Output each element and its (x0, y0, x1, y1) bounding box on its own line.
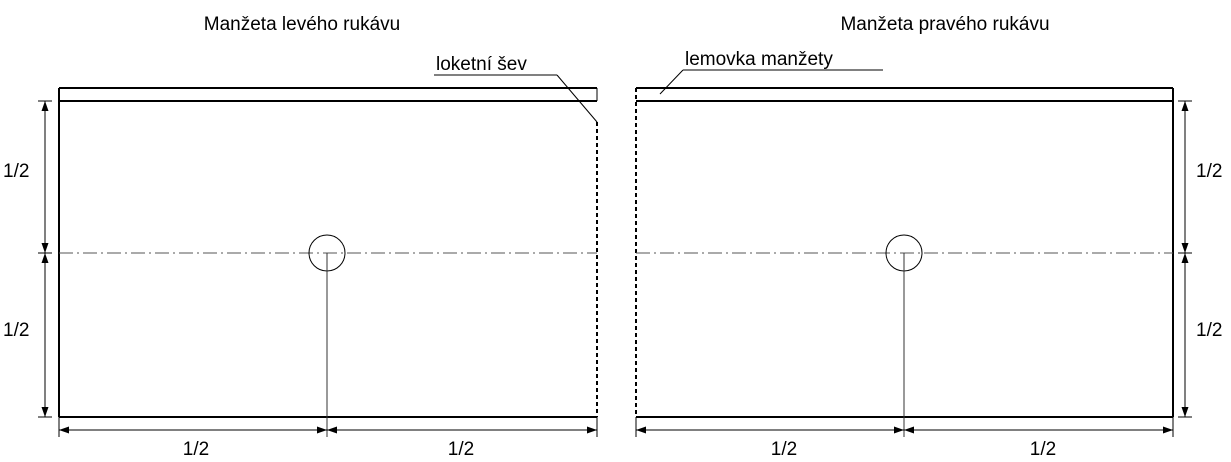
right-hdim-right-label: 1/2 (1030, 439, 1056, 460)
left-cuff: Manžeta levého rukávu loketní šev 1/2 1/… (3, 14, 598, 460)
left-callout-label: loketní šev (436, 54, 527, 75)
right-cuff-title: Manžeta pravého rukávu (840, 14, 1049, 35)
left-callout-leader (556, 74, 598, 123)
left-hdim-right-label: 1/2 (448, 439, 474, 460)
right-hdim-left-label: 1/2 (771, 439, 797, 460)
left-dim-upper-label: 1/2 (3, 161, 29, 182)
right-callout-leader (659, 69, 684, 95)
left-hdim-left-label: 1/2 (183, 439, 209, 460)
right-cuff: Manžeta pravého rukávu lemovka manžety 1… (635, 14, 1222, 460)
right-dim-lower-label: 1/2 (1196, 320, 1222, 341)
right-callout-label: lemovka manžety (685, 49, 833, 70)
left-dim-lower-label: 1/2 (3, 320, 29, 341)
left-cuff-title: Manžeta levého rukávu (204, 14, 400, 35)
right-dim-upper-label: 1/2 (1196, 161, 1222, 182)
